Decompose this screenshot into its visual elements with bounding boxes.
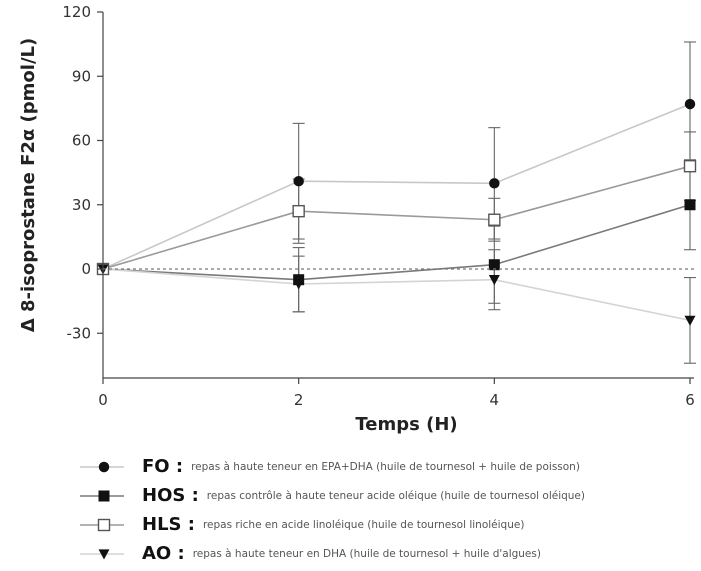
series-line-fo [103, 104, 690, 269]
data-point-fo [293, 176, 303, 186]
y-tick-label: 120 [62, 3, 91, 21]
legend-marker-hls [99, 519, 110, 530]
series-markers [98, 99, 696, 326]
legend-key: HLS : [142, 514, 195, 535]
legend-item-ao: AO : repas à haute teneur en DHA (huile d… [80, 539, 695, 568]
x-tick-label: 4 [490, 391, 500, 409]
legend-description: repas contrôle à haute teneur acide oléi… [207, 490, 585, 502]
legend: FO : repas à haute teneur en EPA+DHA (hui… [80, 452, 695, 568]
legend-key: HOS : [142, 485, 199, 506]
legend-symbol-ao [80, 544, 140, 564]
error-bars [293, 42, 696, 363]
series-line-ao [103, 269, 690, 320]
legend-item-hos: HOS : repas contrôle à haute teneur acide… [80, 481, 695, 510]
legend-symbol-hos [80, 486, 140, 506]
legend-key: AO : [142, 543, 185, 564]
data-point-ao [685, 316, 696, 326]
legend-symbol-hls [80, 515, 140, 535]
y-axis-title: Δ 8-isoprostane F2α (pmol/L) [18, 38, 39, 332]
legend-marker-hos [99, 490, 110, 501]
x-axis-title: Temps (H) [355, 414, 457, 435]
y-tick-label: -30 [67, 324, 92, 342]
data-point-hls [293, 206, 304, 217]
y-tick-label: 90 [72, 67, 91, 85]
legend-symbol-fo [80, 457, 140, 477]
data-point-hls [685, 161, 696, 172]
data-point-fo [685, 99, 695, 109]
legend-description: repas à haute teneur en EPA+DHA (huile d… [191, 461, 580, 473]
series-lines [103, 104, 690, 320]
legend-item-hls: HLS : repas riche en acide linoléique (hu… [80, 510, 695, 539]
legend-item-fo: FO : repas à haute teneur en EPA+DHA (hui… [80, 452, 695, 481]
legend-description: repas à haute teneur en DHA (huile de to… [193, 548, 541, 560]
chart-svg: 120 90 60 30 0 -30 0 2 4 6 Δ 8-isoprostane F2α (p… [0, 0, 701, 450]
data-point-hls [489, 214, 500, 225]
axes [97, 12, 694, 384]
y-tick-label: 0 [81, 260, 91, 278]
y-tick-label: 60 [72, 132, 91, 150]
legend-key: FO : [142, 456, 183, 477]
y-tick-label: 30 [72, 196, 91, 214]
data-point-hos [685, 199, 696, 210]
tick-labels: 120 90 60 30 0 -30 0 2 4 6 [62, 3, 694, 409]
legend-marker-fo [99, 461, 109, 471]
data-point-fo [489, 178, 499, 188]
x-tick-label: 0 [98, 391, 108, 409]
x-tick-label: 2 [294, 391, 304, 409]
legend-description: repas riche en acide linoléique (huile d… [203, 519, 524, 531]
x-tick-label: 6 [685, 391, 695, 409]
